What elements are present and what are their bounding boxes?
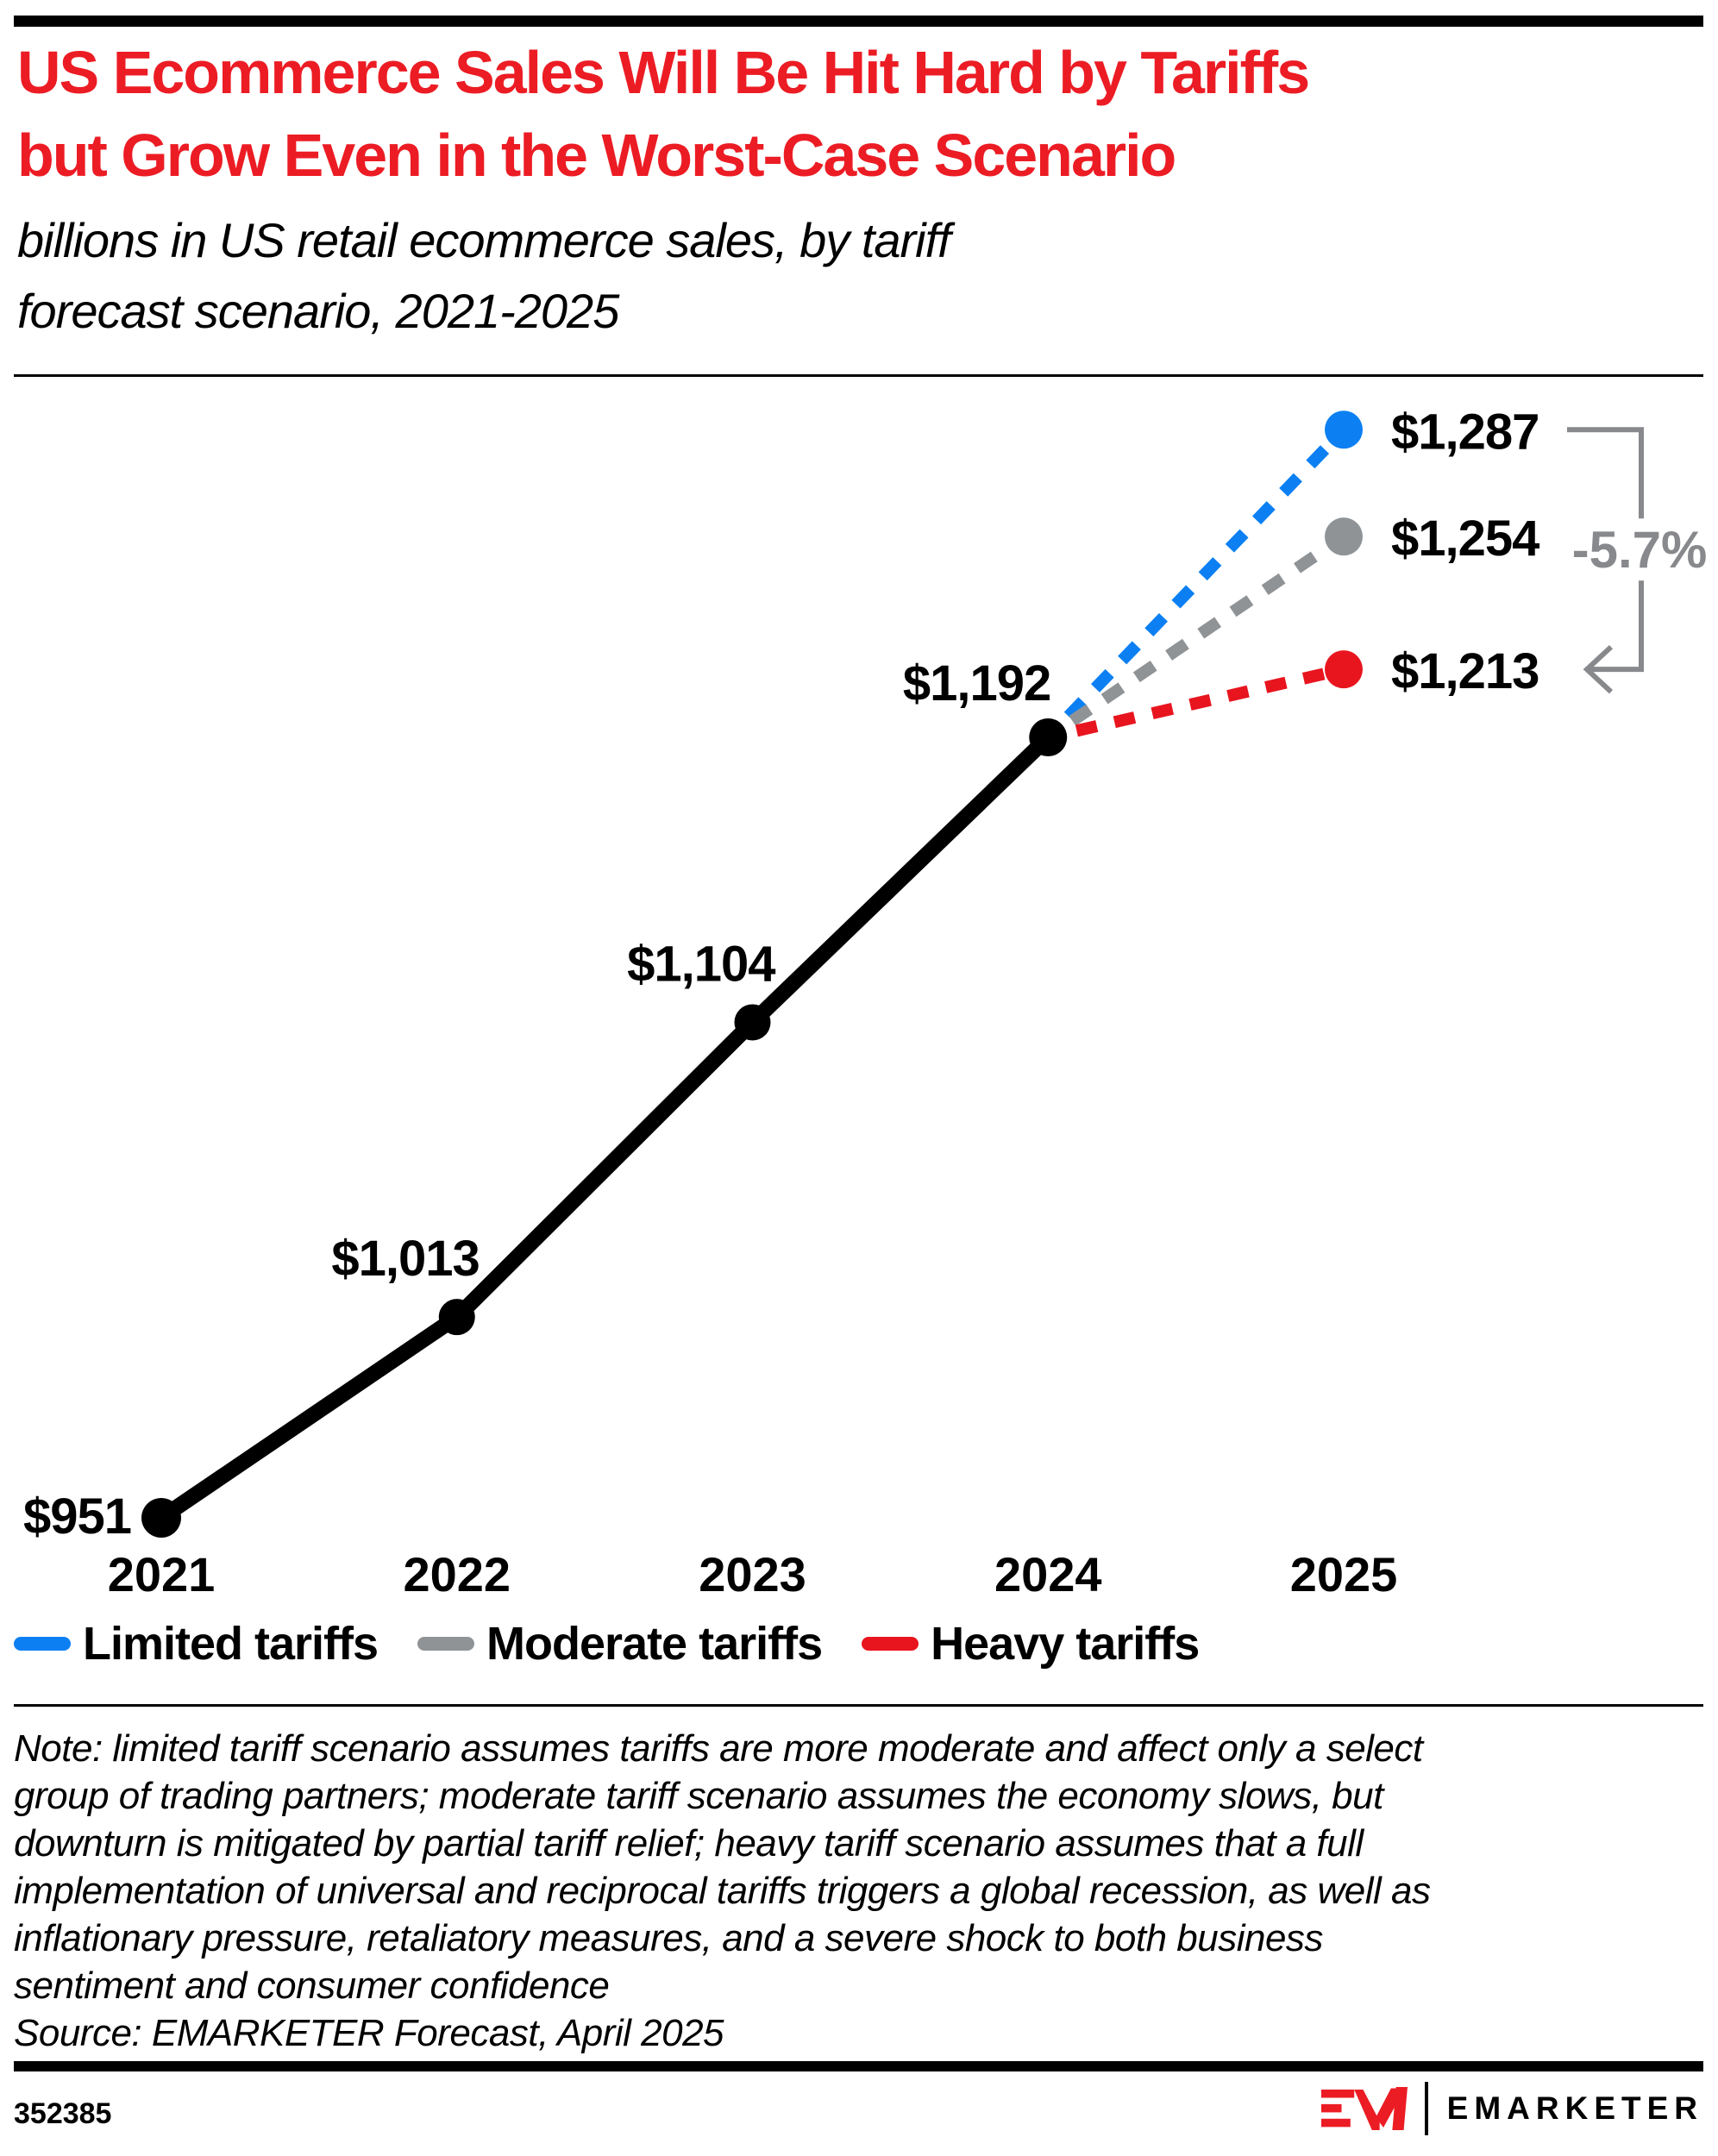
bracket-line	[1567, 427, 1644, 673]
legend-label: Limited tariffs	[83, 1618, 379, 1670]
value-label: $1,192	[903, 655, 1050, 711]
legend-item: Moderate tariffs	[417, 1617, 823, 1670]
data-point-dot	[734, 1004, 771, 1041]
x-axis-label: 2022	[403, 1547, 511, 1601]
value-label: $1,213	[1391, 643, 1539, 699]
legend-item: Limited tariffs	[14, 1617, 379, 1670]
value-label: $1,254	[1391, 511, 1539, 567]
x-axis-label: 2021	[108, 1547, 216, 1601]
x-axis-label: 2025	[1290, 1547, 1398, 1601]
pct-change-label: -5.7%	[1572, 521, 1708, 579]
value-label: $1,287	[1391, 404, 1539, 460]
brand-block: EMARKETER	[1320, 2080, 1703, 2137]
note-line: downturn is mitigated by partial tariff …	[14, 1822, 1364, 1865]
chart-subtitle-line1: billions in US retail ecommerce sales, b…	[17, 213, 951, 267]
x-axis-label: 2023	[699, 1547, 806, 1601]
value-label: $1,013	[331, 1231, 479, 1287]
note-line: sentiment and consumer confidence	[14, 1965, 610, 2007]
data-point-dot	[1029, 718, 1068, 756]
legend-swatch-icon	[417, 1637, 475, 1651]
note-line: inflationary pressure, retaliatory measu…	[14, 1917, 1323, 1959]
arrow-left-icon	[1583, 644, 1614, 694]
legend-divider-line	[14, 1704, 1703, 1707]
note-block: Note: limited tariff scenario assumes ta…	[14, 1725, 1701, 2057]
chart-id: 352385	[14, 2097, 112, 2130]
value-label: $951	[23, 1489, 131, 1545]
scenario-end-dot	[1325, 411, 1363, 449]
forecast-dashed-line	[1069, 531, 1347, 726]
chart-subtitle-line2: forecast scenario, 2021-2025	[17, 284, 619, 338]
legend-label: Heavy tariffs	[931, 1618, 1200, 1670]
forecast-dashed-line	[1063, 425, 1349, 721]
note-line: group of trading partners; moderate tari…	[14, 1775, 1383, 1817]
legend-label: Moderate tariffs	[486, 1618, 823, 1670]
chart-title-line1: US Ecommerce Sales Will Be Hit Hard by T…	[17, 39, 1310, 106]
emarketer-logo-icon	[1320, 2087, 1408, 2130]
forecast-dashed-line	[1075, 663, 1345, 737]
source-text: Source: EMARKETER Forecast, April 2025	[14, 2012, 724, 2054]
chart-title-line2: but Grow Even in the Worst-Case Scenario	[17, 122, 1176, 189]
note-line: implementation of universal and reciproc…	[14, 1870, 1431, 1912]
historical-line	[154, 729, 1057, 1526]
data-point-dot	[438, 1299, 475, 1336]
legend-swatch-icon	[14, 1637, 71, 1651]
chart-title: US Ecommerce Sales Will Be Hit Hard by T…	[17, 31, 1699, 197]
chart-subtitle: billions in US retail ecommerce sales, b…	[17, 205, 1699, 347]
scenario-end-dot	[1325, 517, 1363, 556]
logo-divider-bar	[1424, 2082, 1428, 2135]
brand-name: EMARKETER	[1446, 2090, 1703, 2126]
data-point-dot	[141, 1498, 181, 1538]
legend-item: Heavy tariffs	[862, 1617, 1200, 1670]
x-axis-label: 2024	[994, 1547, 1102, 1601]
top-black-bar	[14, 16, 1703, 27]
legend-swatch-icon	[862, 1637, 919, 1651]
header-divider-line	[14, 374, 1703, 377]
scenario-end-dot	[1325, 650, 1363, 689]
chart-legend: Limited tariffs Moderate tariffs Heavy tar…	[14, 1618, 1704, 1670]
note-text: Note: limited tariff scenario assumes ta…	[14, 1725, 1701, 2009]
line-chart: $951 $1,013 $1,104 $1,192 $1,287 $1,254 $1,213…	[23, 404, 1708, 1601]
value-label: $1,104	[627, 936, 775, 992]
footer-black-bar	[14, 2061, 1703, 2071]
note-line: Note: limited tariff scenario assumes ta…	[14, 1727, 1423, 1770]
